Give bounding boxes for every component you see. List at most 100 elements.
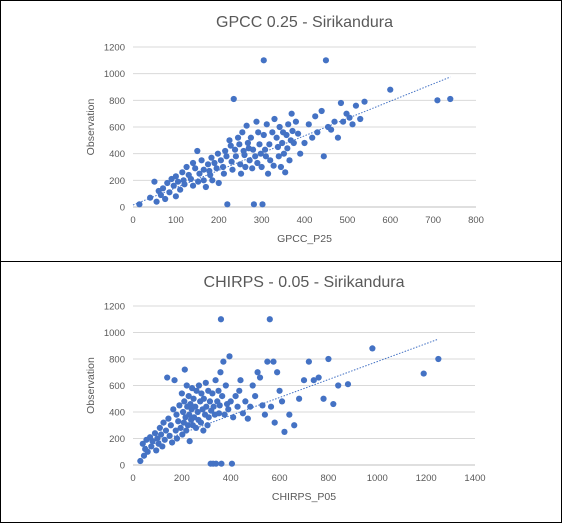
chart0-data-point-48	[227, 142, 234, 149]
chart1-data-point-102	[242, 398, 249, 405]
chart0-data-point-57	[237, 170, 245, 177]
chart0-data-point-15	[177, 186, 184, 193]
chart1-data-point-2	[140, 452, 148, 459]
chart0-xtick-label: 400	[297, 215, 313, 226]
chart1-data-point-13	[156, 424, 163, 431]
chart0-data-point-79	[260, 131, 267, 139]
chart0-data-point-7	[162, 195, 169, 203]
chart0-data-point-110	[305, 121, 312, 128]
chart0-data-point-116	[322, 57, 330, 64]
chart0-data-point-76	[258, 163, 265, 171]
chart0-data-point-8	[164, 179, 171, 187]
chart1-data-point-45	[186, 438, 193, 445]
chart0-data-point-68	[249, 146, 257, 153]
chart0-data-point-39	[214, 150, 221, 157]
chart0-data-point-130	[434, 97, 441, 104]
chart1-data-point-99	[236, 387, 243, 394]
chart0-data-point-25	[194, 147, 201, 155]
chart1-data-point-33	[179, 431, 186, 438]
chart1-xtick-label: 600	[272, 473, 288, 484]
chart1-data-point-17	[161, 436, 168, 443]
chart0-data-point-21	[187, 175, 194, 183]
chart1-data-point-89	[221, 411, 228, 418]
chart0-data-point-40	[215, 179, 222, 187]
chart1-trendline	[142, 338, 439, 449]
chart1-data-point-10	[153, 447, 160, 454]
chart0-y-axis-label: Observation	[85, 99, 97, 156]
chart1-data-point-95	[228, 460, 236, 467]
chart1-xtick-label: 400	[223, 473, 239, 484]
chart0-data-point-5	[157, 191, 164, 199]
chart0-data-point-105	[290, 139, 297, 147]
chart1-data-point-26	[172, 427, 179, 434]
chart0-data-point-51	[230, 95, 237, 103]
chart0-data-point-119	[331, 118, 338, 125]
chart0-data-point-87	[270, 162, 277, 169]
chart0-data-point-61	[242, 163, 249, 171]
chart0-data-point-96	[280, 150, 288, 157]
chart1-xtick-label: 200	[174, 473, 190, 484]
chart0-data-point-36	[209, 177, 216, 184]
chart1-data-point-103	[244, 415, 251, 422]
chart1-data-point-36	[181, 398, 188, 405]
chart0-data-point-100	[285, 121, 292, 128]
chart0-data-point-106	[292, 118, 300, 125]
chart0-data-point-19	[183, 163, 190, 171]
chart0-data-point-63	[244, 139, 252, 147]
chart1-data-point-105	[249, 382, 256, 389]
chart1-data-point-79	[212, 460, 220, 467]
chart1-data-point-78	[212, 377, 219, 384]
chart0-ytick-label: 400	[109, 149, 125, 160]
chart1-data-point-58	[195, 382, 203, 389]
chart0-data-point-55	[236, 141, 243, 148]
chart0-ytick-label: 800	[109, 96, 125, 107]
chart0-ytick-label: 0	[120, 203, 125, 214]
chart0-data-point-0	[136, 201, 143, 208]
chart0-data-point-49	[228, 158, 235, 165]
chart1-data-point-118	[278, 398, 286, 405]
chart1-data-point-29	[175, 418, 182, 425]
chart1-data-point-126	[315, 374, 322, 381]
chart1-data-point-70	[205, 414, 212, 421]
chart1-data-point-40	[183, 382, 190, 389]
chart1-data-point-104	[247, 403, 254, 410]
chart0-data-point-46	[224, 201, 231, 208]
chart1-x-axis-label: CHIRPS_P05	[272, 491, 336, 503]
chart0-data-point-74	[256, 141, 263, 148]
chart1-data-point-85	[217, 316, 225, 323]
chart0-data-point-47	[226, 137, 233, 144]
chart1-data-point-14	[157, 431, 165, 438]
chart0-data-point-93	[277, 163, 285, 171]
chart1-data-point-98	[234, 403, 241, 410]
chart0-data-point-125	[349, 121, 356, 128]
chart0-data-point-50	[229, 166, 236, 173]
chart1-data-point-119	[281, 428, 288, 435]
chart0-data-point-112	[312, 113, 319, 120]
chart0-data-point-27	[196, 170, 203, 177]
chart1-data-point-43	[185, 393, 192, 400]
chart0-data-point-2	[151, 178, 158, 185]
chart0-data-point-24	[192, 165, 199, 172]
chart0-data-point-31	[202, 183, 209, 191]
chart1-ytick-label: 200	[109, 434, 125, 445]
chart1-ytick-label: 600	[109, 381, 125, 392]
chart0-data-point-111	[309, 134, 316, 141]
chart1-xtick-label: 1400	[464, 473, 485, 484]
chart0-data-point-128	[361, 98, 368, 105]
chart1-data-point-21	[166, 432, 173, 439]
chart0-data-point-86	[269, 129, 276, 136]
chart1-data-point-16	[160, 419, 167, 426]
chart0-data-point-98	[283, 131, 290, 139]
chart1-data-point-74	[209, 390, 216, 397]
chart1-data-point-124	[305, 358, 312, 365]
chart0-data-point-124	[346, 114, 353, 121]
chart0-data-point-30	[200, 177, 207, 184]
chart1-data-point-128	[325, 355, 332, 363]
chart1-y-axis-label: Observation	[85, 357, 97, 414]
chart0-xtick-label: 300	[254, 215, 270, 226]
chart1-data-point-64	[200, 395, 207, 402]
chart0-data-point-67	[249, 165, 256, 172]
chart1-data-point-93	[226, 353, 233, 360]
chart0-data-point-82	[263, 121, 270, 128]
chart1-data-point-133	[420, 370, 427, 377]
